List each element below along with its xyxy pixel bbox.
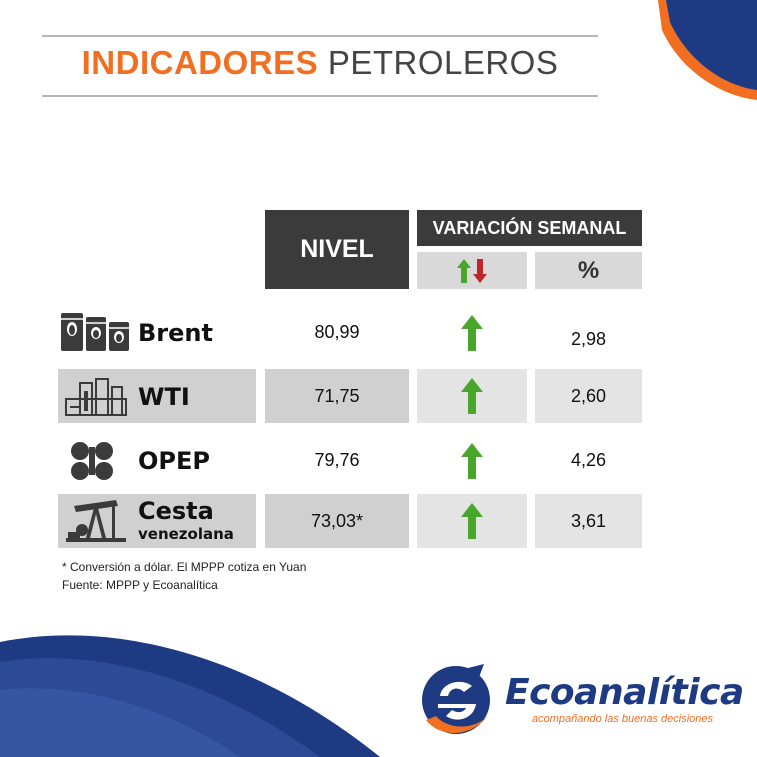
percent-header: % bbox=[535, 252, 642, 289]
up-arrow-icon bbox=[461, 503, 483, 539]
brand-tagline: acompañando las buenas decisiones bbox=[532, 713, 714, 725]
refinery-icon bbox=[65, 378, 127, 416]
corner-swoosh-decoration bbox=[658, 0, 757, 100]
row-cesta-label: Cesta venezolana bbox=[58, 494, 256, 548]
row-brent-percent: 2,98 bbox=[535, 312, 642, 367]
variacion-header: VARIACIÓN SEMANAL bbox=[417, 210, 642, 246]
title-rest: PETROLEROS bbox=[327, 44, 559, 81]
ecoanalitica-logo-icon bbox=[422, 664, 490, 734]
title-bottom-rule bbox=[42, 95, 598, 97]
direction-header bbox=[417, 252, 527, 289]
up-down-arrows-icon bbox=[457, 258, 487, 283]
row-wti-label: WTI bbox=[58, 369, 256, 423]
title-top-rule bbox=[42, 35, 598, 37]
row-opep-percent: 4,26 bbox=[535, 433, 642, 488]
nivel-header: NIVEL bbox=[265, 210, 409, 289]
bottom-swoosh-decoration bbox=[0, 635, 380, 757]
row-cesta-percent-value: 3,61 bbox=[570, 510, 607, 531]
row-brent-nivel-value: 80,99 bbox=[314, 322, 360, 342]
nivel-header-label: NIVEL bbox=[300, 235, 374, 263]
oil-pump-icon bbox=[66, 500, 126, 542]
row-cesta-nivel: 73,03* bbox=[265, 494, 409, 548]
row-wti-percent: 2,60 bbox=[535, 369, 642, 423]
brand-name: Ecoanalítica bbox=[505, 672, 744, 713]
row-wti-name: WTI bbox=[138, 383, 190, 411]
footnote-source: Fuente: MPPP y Ecoanalítica bbox=[62, 578, 218, 592]
row-wti-percent-value: 2,60 bbox=[570, 385, 607, 406]
row-cesta-subname: venezolana bbox=[138, 525, 234, 543]
footnote-conversion: * Conversión a dólar. El MPPP cotiza en … bbox=[62, 560, 307, 574]
oil-barrels-icon bbox=[61, 313, 129, 351]
up-arrow-icon bbox=[461, 442, 483, 479]
variacion-header-label: VARIACIÓN SEMANAL bbox=[432, 217, 627, 238]
row-cesta-name: Cesta bbox=[138, 497, 214, 525]
row-wti-direction bbox=[417, 369, 527, 423]
row-brent-name: Brent bbox=[138, 319, 213, 347]
row-opep-percent-value: 4,26 bbox=[570, 450, 607, 470]
percent-header-label: % bbox=[577, 256, 600, 284]
row-wti-nivel: 71,75 bbox=[265, 369, 409, 423]
row-opep-nivel: 79,76 bbox=[265, 433, 409, 488]
page-title: INDICADORES PETROLEROS bbox=[42, 44, 598, 82]
row-brent-label: Brent bbox=[58, 305, 256, 360]
row-brent-direction bbox=[417, 305, 527, 360]
row-cesta-direction bbox=[417, 494, 527, 548]
row-opep-name: OPEP bbox=[138, 447, 210, 475]
title-highlight: INDICADORES bbox=[81, 44, 319, 81]
row-brent-nivel: 80,99 bbox=[265, 305, 409, 360]
row-opep-direction bbox=[417, 433, 527, 488]
up-arrow-icon bbox=[461, 378, 483, 414]
row-opep-label: OPEP bbox=[58, 433, 256, 488]
row-wti-nivel-value: 71,75 bbox=[314, 385, 360, 406]
row-brent-percent-value: 2,98 bbox=[570, 329, 607, 349]
row-cesta-nivel-value: 73,03* bbox=[310, 510, 364, 531]
up-arrow-icon bbox=[461, 314, 483, 351]
opec-logo-icon bbox=[71, 442, 113, 480]
row-opep-nivel-value: 79,76 bbox=[314, 450, 360, 470]
row-cesta-percent: 3,61 bbox=[535, 494, 642, 548]
